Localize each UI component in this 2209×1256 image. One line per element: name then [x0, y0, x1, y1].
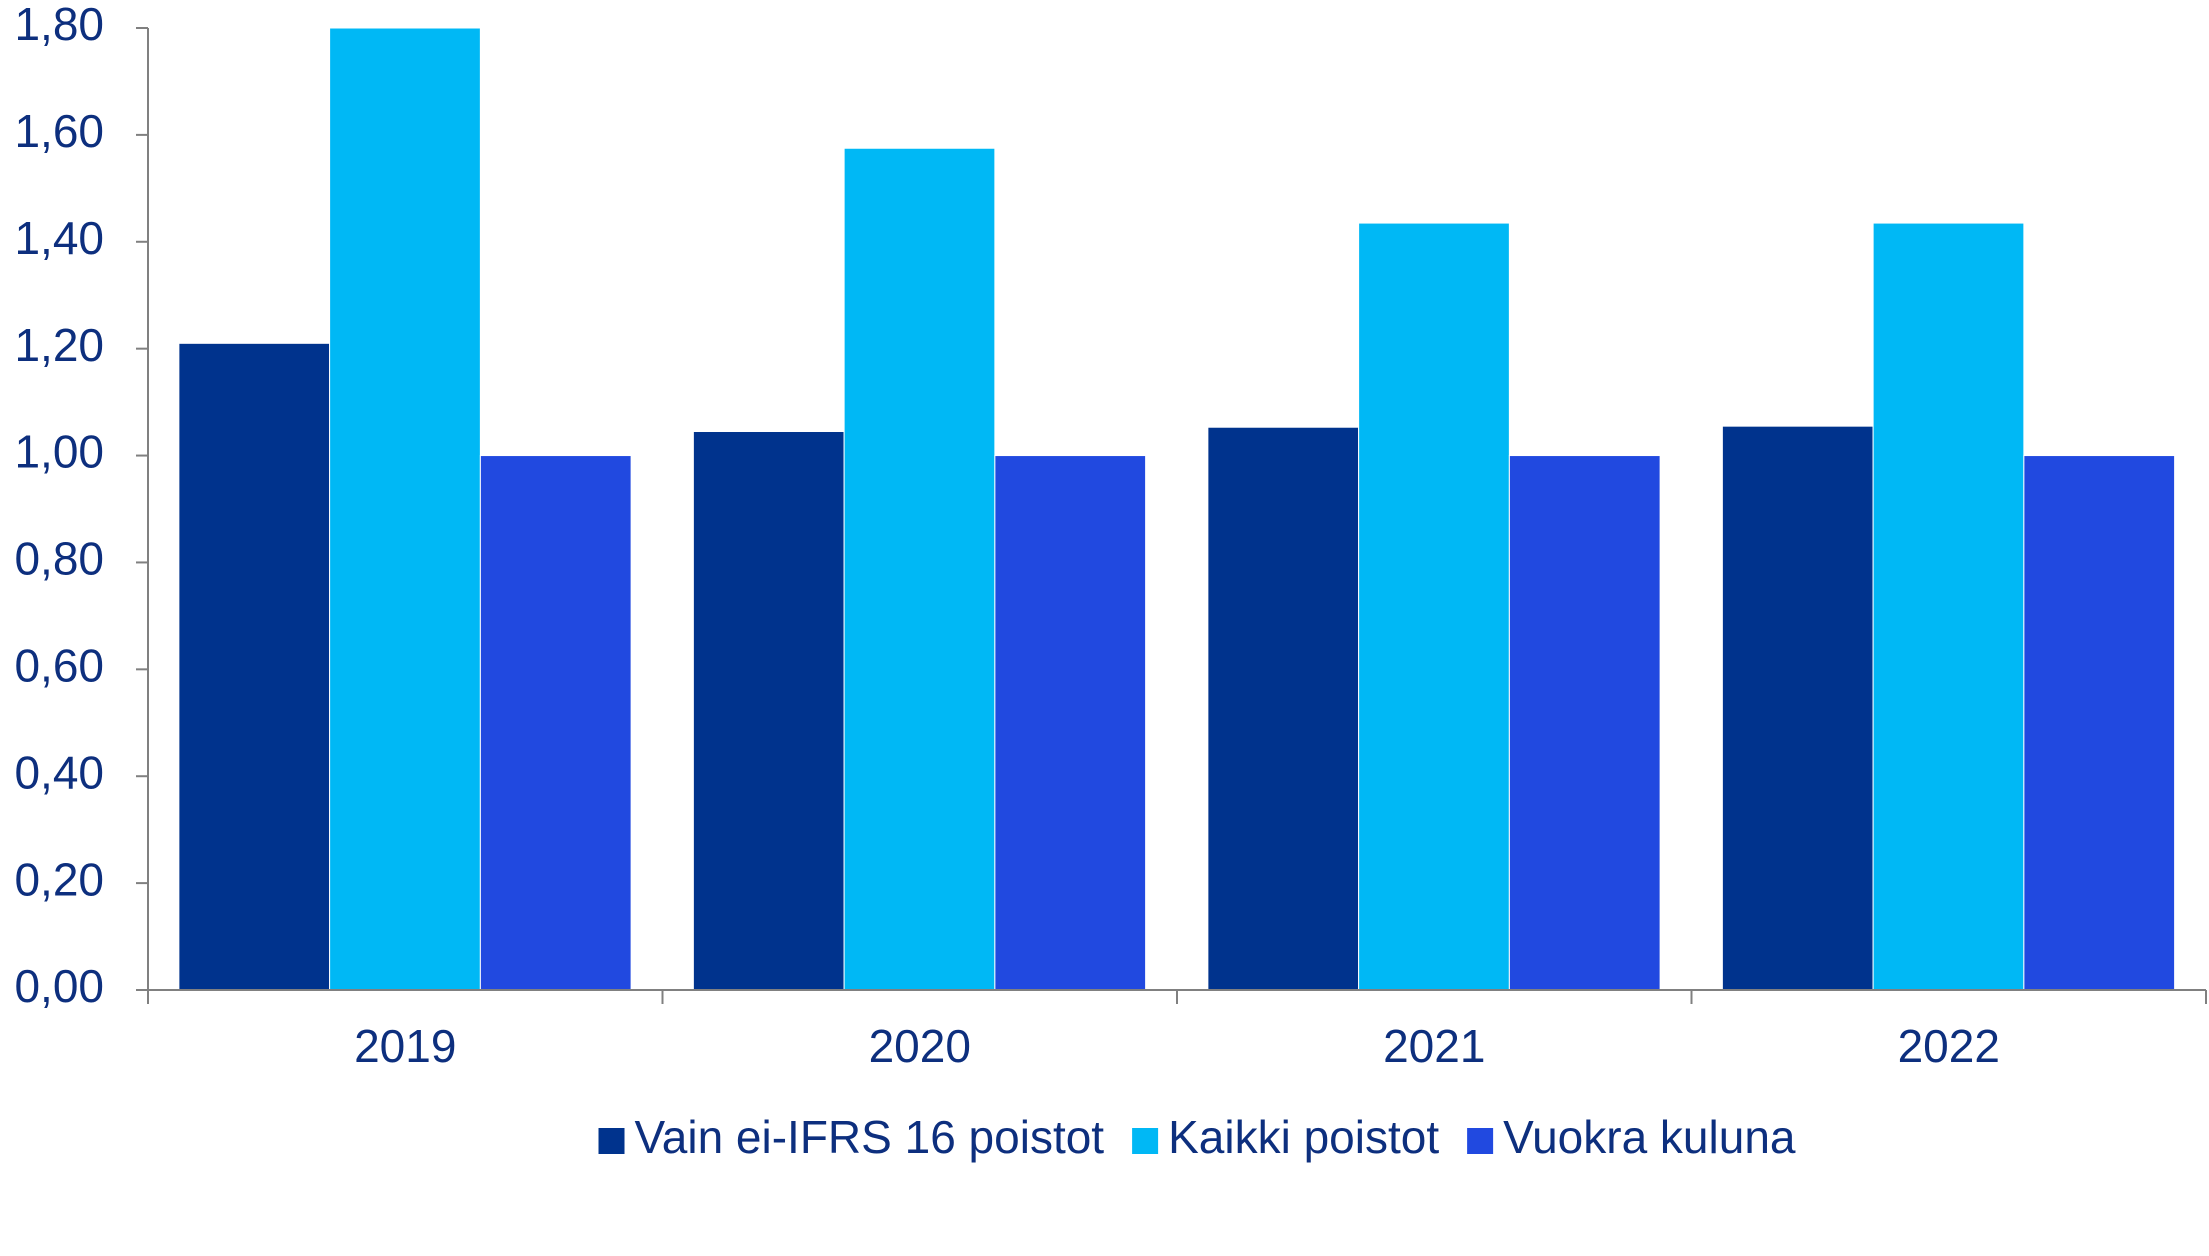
bar: [2023, 455, 2176, 991]
y-tick-label: 0,60: [14, 639, 104, 691]
bar: [994, 455, 1147, 991]
x-tick-label: 2022: [1898, 1020, 2000, 1072]
y-tick-label: 0,40: [14, 746, 104, 798]
bar: [329, 27, 481, 991]
y-tick-label: 0,80: [14, 533, 104, 585]
legend-label: Vuokra kuluna: [1503, 1111, 1796, 1163]
x-tick-label: 2021: [1383, 1020, 1485, 1072]
legend-swatch: [598, 1128, 625, 1154]
bar: [1872, 222, 2025, 991]
legend-swatch: [1467, 1128, 1494, 1154]
y-tick-label: 0,20: [14, 853, 104, 905]
y-tick-label: 1,00: [14, 426, 104, 478]
y-tick-label: 1,40: [14, 212, 104, 264]
y-tick-label: 1,20: [14, 319, 104, 371]
bar: [1508, 455, 1661, 991]
bar: [479, 455, 632, 991]
bar: [692, 431, 845, 991]
bar: [1721, 425, 1874, 991]
x-tick-label: 2020: [869, 1020, 971, 1072]
legend-label: Vain ei-IFRS 16 poistot: [635, 1111, 1105, 1163]
bar: [1207, 426, 1360, 991]
y-tick-label: 1,60: [14, 105, 104, 157]
x-tick-label: 2019: [354, 1020, 456, 1072]
bar: [1358, 222, 1510, 991]
y-tick-label: 1,80: [14, 0, 104, 50]
legend-swatch: [1132, 1128, 1159, 1154]
y-tick-label: 0,00: [14, 960, 104, 1012]
legend-label: Kaikki poistot: [1168, 1111, 1439, 1163]
bar: [178, 342, 331, 991]
bar: [843, 147, 996, 991]
